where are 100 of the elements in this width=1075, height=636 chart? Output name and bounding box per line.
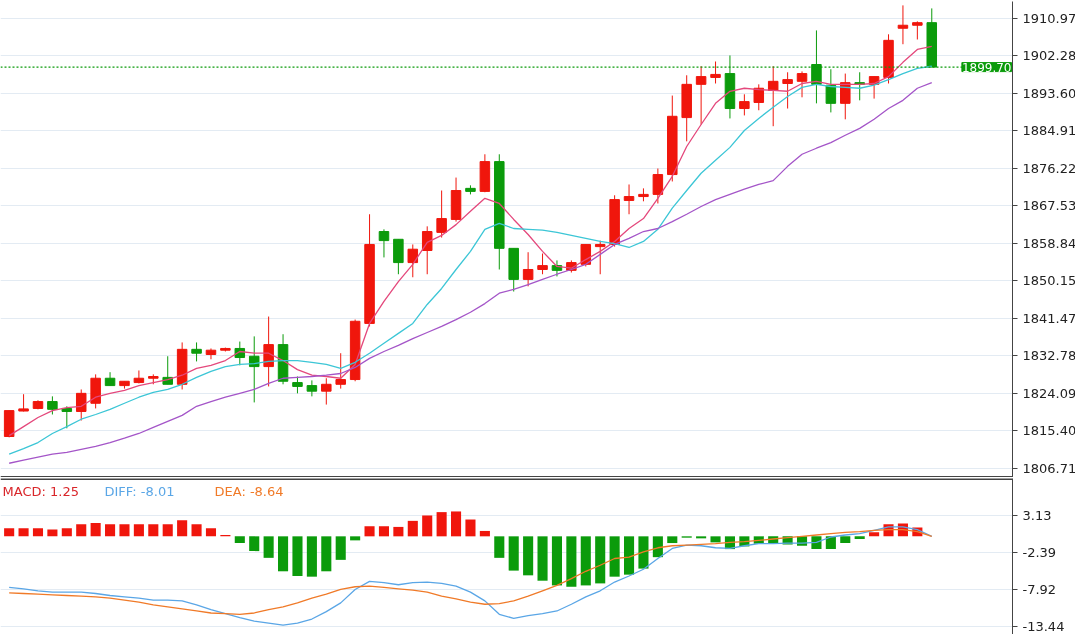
bar bbox=[76, 524, 87, 537]
bar bbox=[234, 536, 245, 544]
y-tick-label: 1850.15 bbox=[1022, 273, 1075, 289]
candlestick bbox=[897, 4, 909, 45]
candlestick bbox=[522, 251, 534, 287]
bar bbox=[811, 536, 822, 550]
bar bbox=[148, 524, 159, 537]
bar bbox=[321, 536, 332, 572]
bar bbox=[133, 524, 144, 537]
candlestick bbox=[47, 395, 58, 415]
candlestick bbox=[335, 352, 346, 390]
bar bbox=[652, 536, 663, 558]
ref-line-label: 1899.70 bbox=[961, 60, 1012, 75]
bar bbox=[90, 522, 101, 537]
bar bbox=[4, 528, 15, 537]
y-tick-label: 1876.22 bbox=[1022, 160, 1075, 176]
candlestick bbox=[263, 316, 274, 387]
bar bbox=[61, 528, 72, 537]
y-tick-label: 1806.71 bbox=[1022, 460, 1075, 476]
y-tick-label: -7.92 bbox=[1022, 582, 1057, 598]
candlestick bbox=[594, 240, 606, 275]
bar bbox=[205, 528, 217, 537]
candlestick bbox=[421, 225, 433, 275]
bar bbox=[595, 536, 606, 584]
bar bbox=[508, 536, 519, 571]
bar bbox=[378, 526, 390, 537]
text: DEA: -8.64 bbox=[214, 483, 284, 499]
y-tick-label: 1893.60 bbox=[1022, 85, 1075, 101]
candlestick bbox=[840, 73, 851, 120]
bar bbox=[566, 536, 577, 587]
bar bbox=[825, 536, 836, 550]
bar bbox=[335, 536, 346, 560]
bar bbox=[162, 524, 173, 537]
candlestick bbox=[75, 388, 87, 422]
candlestick bbox=[710, 60, 721, 84]
candlestick bbox=[191, 341, 202, 362]
bar bbox=[451, 511, 462, 537]
bar bbox=[494, 536, 505, 558]
bar bbox=[32, 528, 44, 537]
y-tick-label: 1902.28 bbox=[1022, 48, 1075, 64]
bar bbox=[350, 536, 361, 541]
y-tick-label: 3.13 bbox=[1022, 507, 1052, 523]
candlestick bbox=[537, 253, 548, 275]
candlestick bbox=[407, 243, 419, 278]
candlestick bbox=[321, 377, 332, 406]
bar bbox=[422, 515, 433, 537]
candlestick bbox=[767, 65, 779, 127]
candlestick bbox=[205, 347, 217, 360]
y-tick-label: 1824.09 bbox=[1022, 385, 1075, 401]
candlestick bbox=[796, 70, 808, 98]
candlestick bbox=[912, 20, 923, 40]
bar bbox=[667, 536, 678, 544]
bar bbox=[696, 536, 707, 539]
bar bbox=[364, 526, 375, 537]
candlestick bbox=[61, 405, 73, 429]
bar bbox=[465, 519, 476, 537]
text: DIFF: -8.01 bbox=[104, 483, 175, 499]
y-tick-label: 1841.47 bbox=[1022, 310, 1075, 326]
candlestick bbox=[133, 369, 145, 384]
bar bbox=[854, 536, 865, 540]
bar bbox=[609, 536, 620, 577]
bar bbox=[105, 524, 116, 537]
candlestick bbox=[104, 371, 116, 387]
bar bbox=[479, 530, 490, 537]
bar bbox=[580, 536, 591, 586]
candlestick bbox=[623, 183, 635, 215]
y-tick-label: 1832.78 bbox=[1022, 348, 1075, 364]
bar bbox=[436, 512, 447, 537]
bar bbox=[407, 520, 418, 537]
candlestick bbox=[436, 190, 447, 239]
bar bbox=[393, 526, 404, 537]
y-tick-label: 1910.97 bbox=[1022, 10, 1075, 26]
y-tick-label: 1884.91 bbox=[1022, 123, 1075, 139]
series-label: MACD: 1.25 bbox=[2, 483, 79, 499]
bar bbox=[537, 536, 548, 581]
bar bbox=[306, 536, 317, 577]
bar bbox=[177, 520, 188, 537]
candlestick bbox=[652, 168, 664, 204]
candlestick bbox=[782, 71, 793, 110]
y-tick-label: -2.39 bbox=[1022, 544, 1057, 560]
y-tick-label: 1815.40 bbox=[1022, 423, 1075, 439]
bar bbox=[523, 536, 534, 576]
candlestick bbox=[306, 379, 318, 397]
candlestick bbox=[739, 93, 750, 116]
candlestick bbox=[378, 228, 390, 258]
bar bbox=[292, 536, 303, 576]
bar bbox=[840, 536, 851, 544]
y-tick-label: 1858.84 bbox=[1022, 235, 1075, 251]
bar bbox=[119, 524, 130, 537]
bar bbox=[623, 536, 635, 575]
candlestick bbox=[695, 65, 707, 125]
bar bbox=[638, 536, 649, 569]
bar bbox=[551, 536, 562, 586]
bar bbox=[18, 528, 29, 537]
bar bbox=[278, 536, 289, 572]
bar bbox=[249, 536, 260, 552]
y-tick-label: 1867.53 bbox=[1022, 198, 1075, 214]
candlestick bbox=[393, 238, 404, 275]
y-tick-label: -13.44 bbox=[1022, 619, 1065, 635]
bar bbox=[191, 524, 202, 537]
